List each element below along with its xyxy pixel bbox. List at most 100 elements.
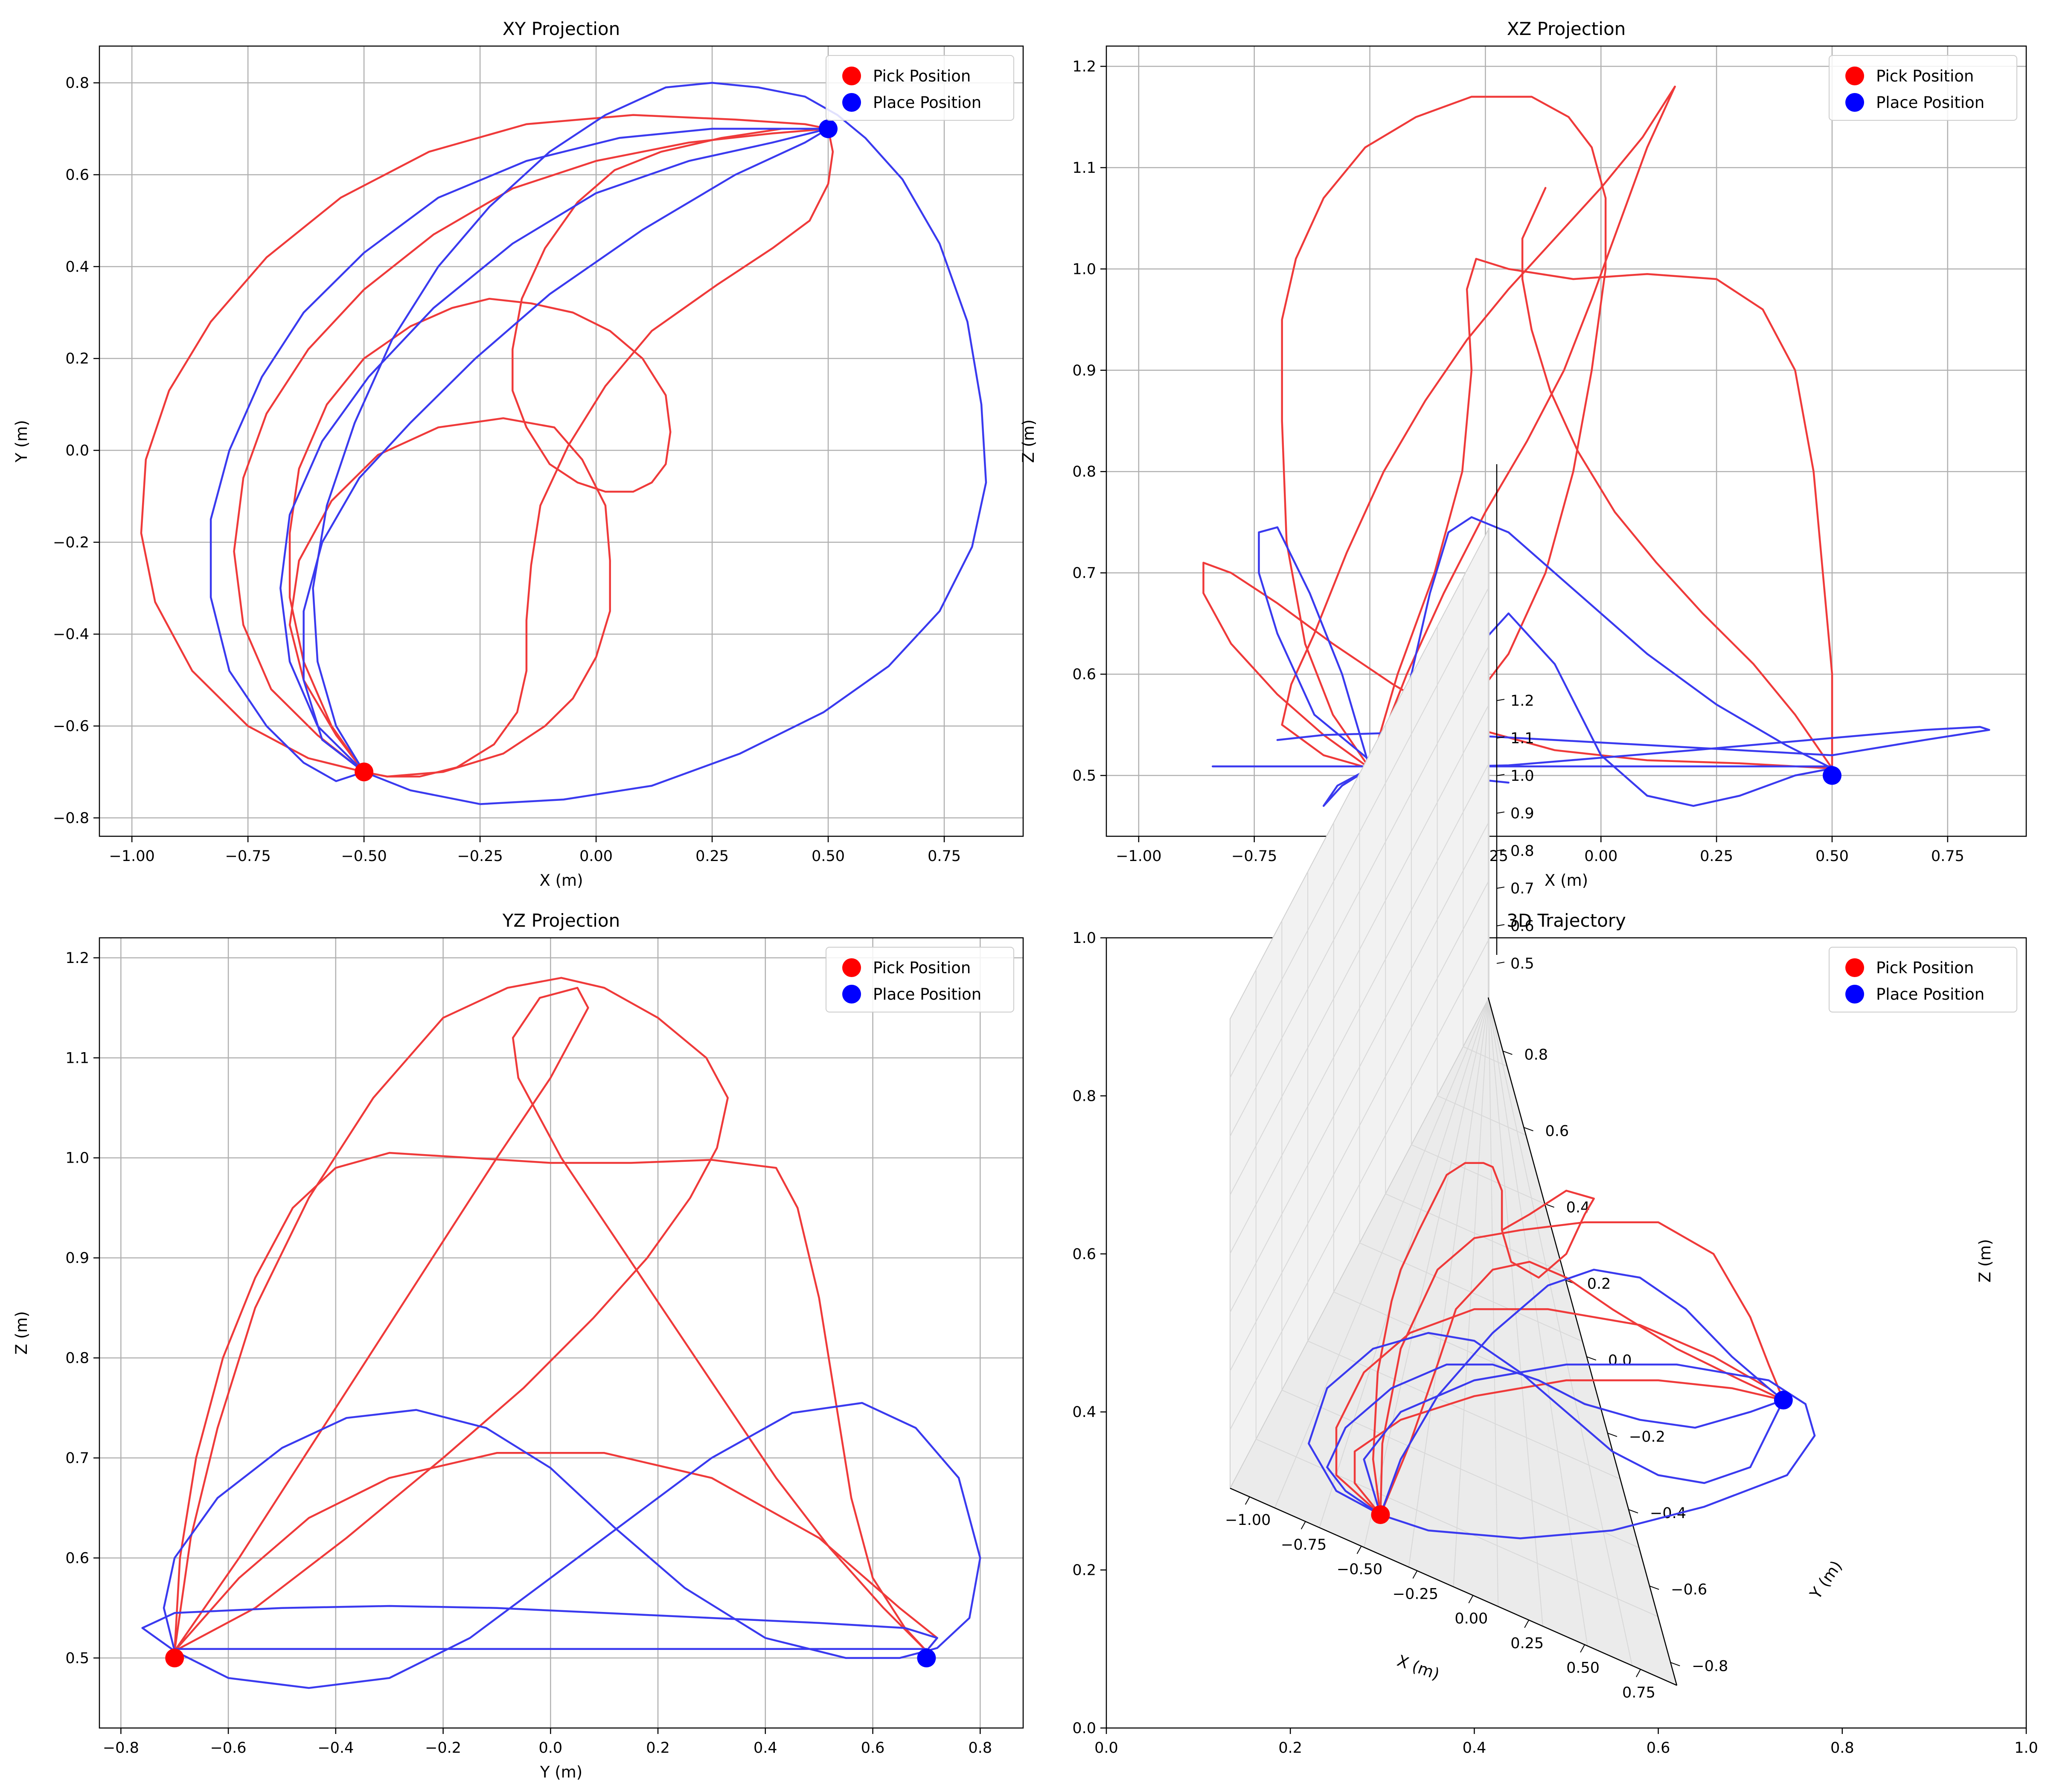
z3-tick-label: 1.0 (1510, 768, 1534, 785)
x-tick-label: 0.50 (1815, 848, 1849, 865)
x3-tick-label: −1.00 (1225, 1512, 1271, 1529)
y-tick-label: 0.8 (1072, 463, 1096, 480)
pick-position-marker (165, 1648, 184, 1667)
x-tick-label: 0.8 (1830, 1740, 1854, 1757)
y3-tick (1670, 1662, 1680, 1667)
z3-tick-label: 1.1 (1510, 730, 1534, 747)
y3-tick (1503, 1050, 1513, 1055)
x3-tick (1300, 1521, 1306, 1530)
y3-tick-label: −0.8 (1692, 1658, 1728, 1675)
blue-trajectory-line (1308, 1332, 1785, 1516)
trajectory-group (1202, 85, 1990, 807)
x-tick-label: −0.25 (457, 848, 503, 865)
x-axis-label: X (m) (1545, 871, 1588, 890)
y3-tick (1628, 1509, 1638, 1513)
blue-trajectory-line (1322, 612, 1833, 807)
red-trajectory-line (1353, 1379, 1785, 1516)
blue-trajectory-line (163, 1409, 928, 1659)
blue-trajectory-line (209, 128, 829, 783)
y-tick-label: 0.9 (1072, 362, 1096, 379)
place-position-marker (1822, 766, 1841, 785)
place-position-marker (819, 119, 838, 138)
legend-pick-label: Pick Position (873, 67, 971, 85)
legend-box (1829, 55, 2017, 121)
x-tick-label: 0.2 (646, 1740, 670, 1757)
blue-trajectory-line (312, 81, 987, 805)
red-trajectory-line (140, 114, 829, 773)
z3-tick (1496, 962, 1505, 964)
red-trajectory-line (1369, 85, 1676, 770)
legend-pick-marker (1845, 67, 1864, 85)
y-tick-label: 1.0 (1072, 930, 1096, 947)
y3-tick-label: −0.6 (1671, 1581, 1707, 1598)
x3-tick-label: 0.00 (1455, 1610, 1488, 1627)
y-tick-label: 0.8 (65, 75, 89, 92)
x3-tick-label: 0.75 (1622, 1684, 1655, 1701)
x-tick-label: −0.75 (225, 848, 271, 865)
place-position-marker (917, 1648, 936, 1667)
x-tick-label: 0.6 (1647, 1740, 1670, 1757)
z3-tick-label: 0.7 (1510, 880, 1534, 897)
x-tick-label: −0.4 (317, 1740, 354, 1757)
y3-tick (1524, 1127, 1533, 1132)
y-tick-label: 0.2 (65, 350, 89, 367)
x-tick-label: −0.50 (341, 848, 387, 865)
x3-tick-label: 0.25 (1510, 1635, 1544, 1652)
y-tick-label: −0.4 (53, 626, 89, 643)
x3-tick (1636, 1669, 1641, 1677)
grid-line (1437, 1095, 1526, 1136)
legend-place-marker (842, 93, 861, 112)
z3-tick (1496, 887, 1505, 889)
y3-tick-label: 0.6 (1545, 1123, 1569, 1140)
legend-pick-label: Pick Position (873, 959, 971, 977)
x3-tick (1580, 1644, 1585, 1653)
x-tick-label: 0.8 (968, 1740, 992, 1757)
grid-line (1230, 645, 1489, 1137)
blue-trajectory-line (173, 1402, 981, 1689)
y3-axis-line (1487, 997, 1678, 1686)
legend-pick-marker (842, 67, 861, 85)
y-tick-label: 1.0 (1072, 261, 1096, 278)
legend-place-label: Place Position (1876, 93, 1984, 112)
grid-line (1488, 997, 1633, 1666)
axes-frame (99, 45, 1024, 837)
panel-xy: XY Projection −1.00 −0.75 −0.50 −0.25 0.00 0.2… (12, 18, 1024, 890)
y-tick-label: −0.2 (53, 534, 89, 551)
x-tick-label: −0.2 (425, 1740, 461, 1757)
panel-xz: XZ Projection−1.00−0.75−0.50−0.250.000.2… (1019, 18, 2027, 890)
blue-trajectory-line (279, 128, 829, 773)
blue-trajectory-line (1363, 1363, 1816, 1539)
y-tick-label: 0.0 (1072, 1720, 1096, 1737)
x-tick-label: 0.00 (1584, 848, 1617, 865)
blue-trajectory-line (1326, 1363, 1785, 1516)
z3-axis-label: Z (m) (1976, 1239, 1994, 1283)
x-tick-label: 0.50 (812, 848, 845, 865)
panel-title: YZ Projection (502, 910, 620, 931)
y-tick-label: 1.2 (65, 950, 89, 967)
x-tick-label: 0.2 (1278, 1740, 1302, 1757)
y-tick-label: 0.4 (65, 259, 89, 276)
z3-tick (1496, 736, 1505, 739)
x-tick-label: −1.00 (1116, 848, 1161, 865)
y-tick-label: 0.4 (1072, 1404, 1096, 1421)
y3-tick (1586, 1356, 1597, 1361)
y-tick-label: 1.0 (65, 1150, 89, 1167)
x-axis-label: X (m) (539, 871, 583, 890)
grid-line (1385, 1193, 1564, 1273)
y3-tick-label: 0.2 (1587, 1276, 1611, 1293)
legend-pick-marker (1845, 958, 1864, 977)
y3-tick (1649, 1585, 1659, 1590)
y3-tick-label: 0.8 (1524, 1046, 1548, 1063)
y-tick-label: 1.1 (1072, 160, 1096, 177)
panel-title: XZ Projection (1507, 18, 1626, 39)
blue-trajectory-line (1276, 732, 1833, 756)
x-tick-label: 1.0 (2014, 1740, 2038, 1757)
x3-axis-line (1230, 1487, 1677, 1686)
legend-box (826, 55, 1014, 121)
y-tick-label: 0.5 (65, 1650, 89, 1667)
legend-box (1829, 947, 2017, 1012)
red-trajectory-line (1335, 1308, 1785, 1516)
x3-tick-label: −0.75 (1281, 1536, 1327, 1553)
y-axis-label: Y (m) (12, 420, 31, 463)
